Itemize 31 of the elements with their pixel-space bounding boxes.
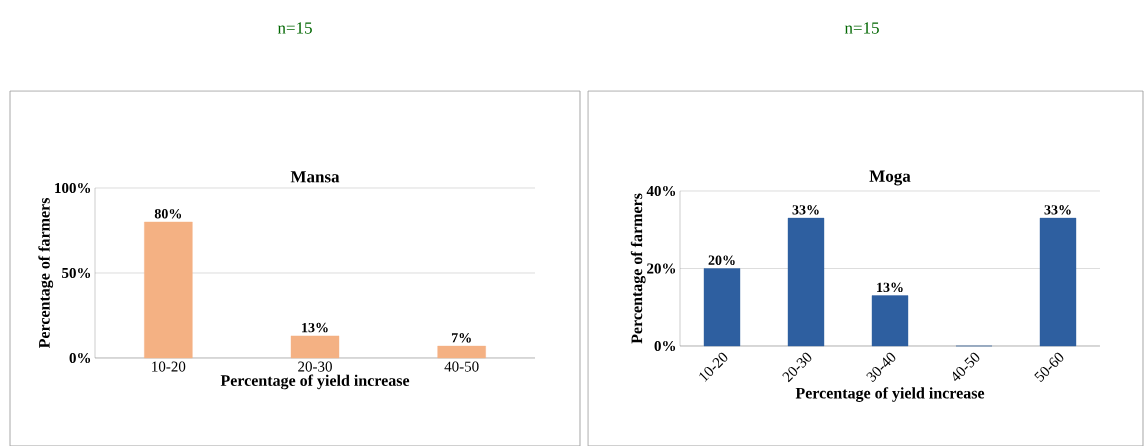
x-axis-title: Percentage of yield increase xyxy=(795,387,985,402)
y-tick-label: 0% xyxy=(69,352,91,364)
x-tick-label: 20-30 xyxy=(298,361,332,372)
data-label: 20% xyxy=(708,255,735,265)
text: n=15 xyxy=(277,22,312,34)
data-label: 13% xyxy=(302,322,328,333)
data-label: 80% xyxy=(154,208,182,219)
y-tick-label: 40% xyxy=(646,185,676,197)
bar xyxy=(703,268,741,347)
y-axis-title: Percentage of farmers xyxy=(38,198,54,349)
bar xyxy=(787,217,825,347)
chart-title: Moga xyxy=(869,170,911,186)
chart-title: Mansa xyxy=(290,171,340,183)
bar xyxy=(144,221,193,359)
bar xyxy=(871,295,909,347)
data-label: 7% xyxy=(451,333,471,343)
bar xyxy=(437,345,486,359)
bar xyxy=(1039,217,1077,347)
y-tick-label: 100% xyxy=(55,182,91,194)
x-axis-title: Percentage of yield increase xyxy=(220,374,410,390)
data-label: 13% xyxy=(877,282,903,293)
x-tick-label: 40-50 xyxy=(444,361,479,372)
bar xyxy=(290,335,340,359)
data-label: 33% xyxy=(792,205,819,215)
y-axis-title: Percentage of farmers xyxy=(630,193,646,344)
y-tick-label: 50% xyxy=(62,267,91,279)
y-tick-label: 20% xyxy=(647,263,676,274)
y-tick-label: 0% xyxy=(654,340,676,352)
text: n=15 xyxy=(844,22,879,34)
data-label: 33% xyxy=(1044,205,1071,215)
x-tick-label: 10-20 xyxy=(152,361,186,372)
